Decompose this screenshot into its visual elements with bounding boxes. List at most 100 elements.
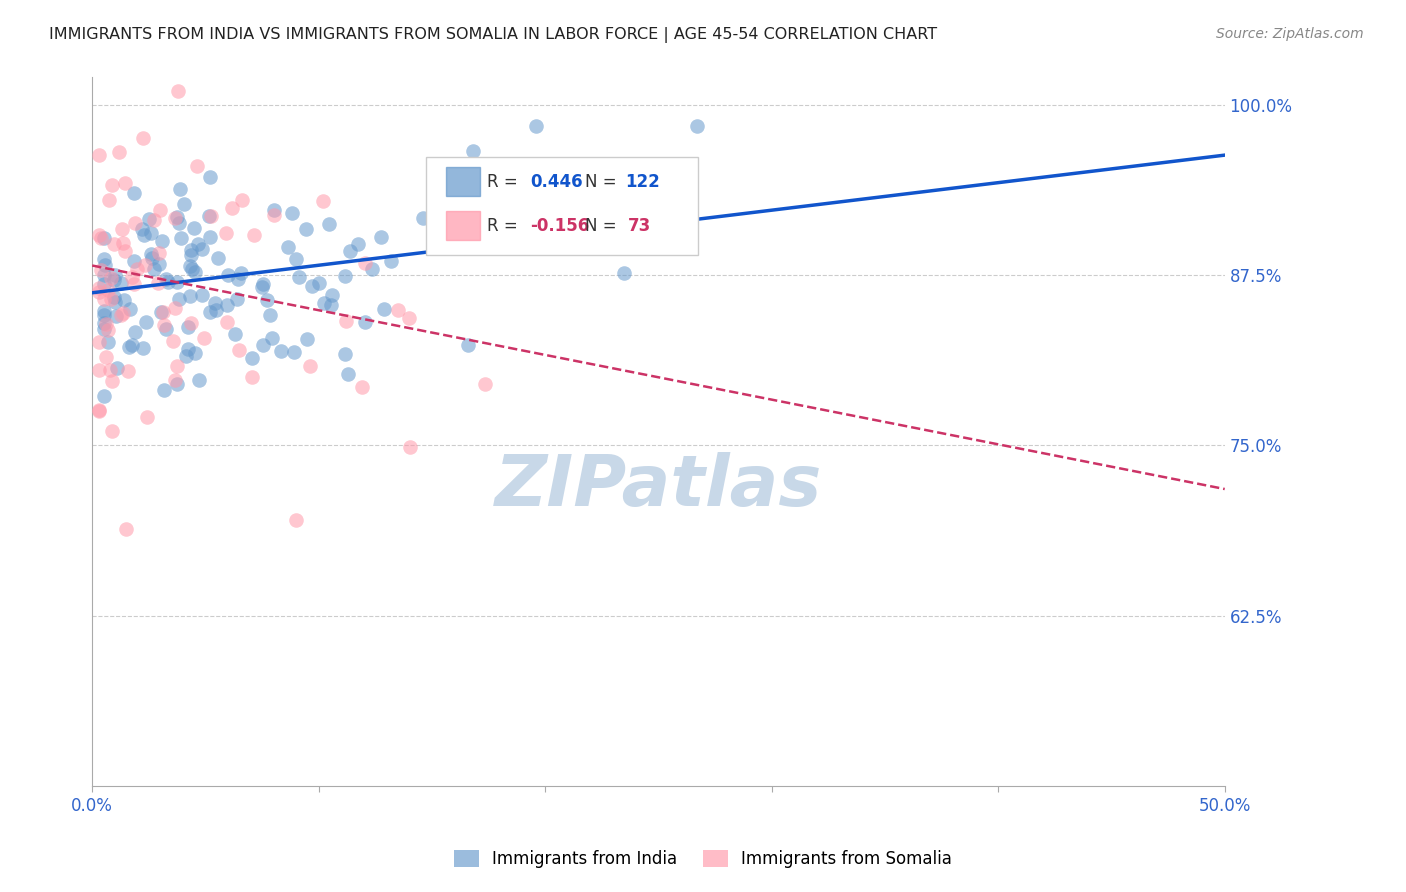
Point [298,359,321,373]
Point [312,194,335,208]
Point [398,310,420,325]
Point [87,281,110,295]
Point [183,221,205,235]
Point [90,262,112,277]
Point [215,298,238,312]
Point [183,265,205,279]
Point [101,178,124,193]
Point [176,349,198,363]
Point [179,259,201,273]
Point [103,290,125,304]
Point [135,314,157,328]
Point [152,304,174,318]
Text: -0.156: -0.156 [530,217,589,235]
Point [314,296,336,310]
Point [335,314,357,328]
Point [333,269,356,284]
Point [557,186,579,200]
Point [150,305,173,319]
Point [124,216,146,230]
Point [184,346,207,360]
Point [139,227,162,241]
Point [114,244,136,258]
Text: N =: N = [585,173,621,191]
Point [87,285,110,299]
Point [360,262,382,277]
Point [180,248,202,262]
Point [240,351,263,366]
Point [193,331,215,345]
Point [93,277,115,292]
Point [221,201,243,215]
Point [243,227,266,242]
Point [167,84,190,98]
Point [613,266,636,280]
Point [319,297,342,311]
Point [93,308,115,322]
Point [93,316,115,330]
Point [143,261,166,276]
Point [180,244,202,258]
Point [96,283,118,297]
Point [240,369,263,384]
Point [117,364,139,378]
Point [150,234,173,248]
Point [87,403,110,417]
Point [169,181,191,195]
Point [104,268,127,282]
Point [94,351,117,365]
Point [96,323,118,337]
Point [87,334,110,349]
Point [122,254,145,268]
Point [122,277,145,291]
Point [229,266,252,280]
Text: ZIPatlas: ZIPatlas [495,452,823,521]
Point [132,131,155,145]
Point [263,202,285,217]
Point [90,231,112,245]
Point [226,272,249,286]
Point [283,345,305,359]
Point [228,343,250,357]
Point [204,296,226,310]
Point [136,410,159,425]
FancyBboxPatch shape [426,157,699,254]
Point [93,322,115,336]
Point [146,277,169,291]
Point [93,231,115,245]
Point [217,268,239,282]
Point [285,252,308,267]
Point [180,316,202,330]
Point [112,235,135,250]
Point [188,373,211,387]
Point [270,344,292,359]
Point [108,145,131,160]
Point [132,341,155,355]
Point [457,338,479,352]
Point [350,380,373,394]
Point [263,209,285,223]
Point [281,206,304,220]
Point [198,305,221,319]
Point [176,320,198,334]
Point [574,200,596,214]
Point [120,302,142,317]
Point [207,251,229,265]
FancyBboxPatch shape [446,211,479,240]
Point [250,280,273,294]
Text: Source: ZipAtlas.com: Source: ZipAtlas.com [1216,27,1364,41]
Point [100,292,122,306]
Point [134,258,156,272]
Point [125,262,148,277]
Point [191,288,214,302]
Point [163,373,186,387]
Point [93,304,115,318]
Point [111,222,134,236]
Point [173,197,195,211]
Text: 122: 122 [626,173,661,191]
Point [427,185,450,199]
Point [285,513,308,527]
Point [96,334,118,349]
Point [141,252,163,266]
Point [131,222,153,236]
